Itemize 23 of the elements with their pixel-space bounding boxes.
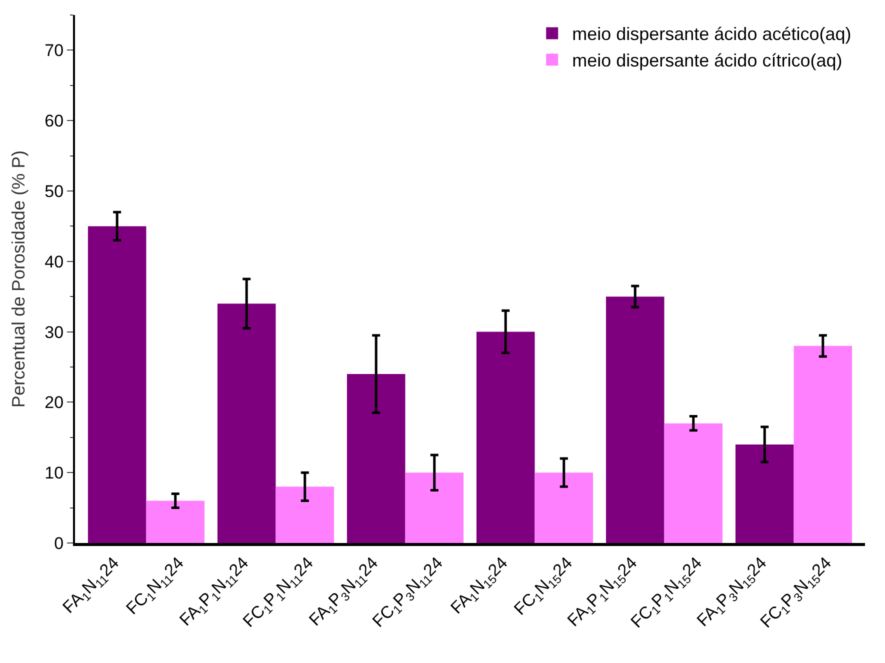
bar <box>217 304 276 543</box>
legend-label: meio dispersante ácido cítrico(aq) <box>572 50 842 71</box>
y-tick-label: 40 <box>44 252 64 272</box>
y-axis-title: Percentual de Porosidade (% P) <box>8 150 28 408</box>
bar <box>735 444 794 543</box>
legend-label: meio dispersante ácido acético(aq) <box>572 24 852 44</box>
y-tick-label: 50 <box>44 182 64 201</box>
y-tick-label: 30 <box>44 322 64 342</box>
y-tick-label: 0 <box>54 534 64 553</box>
bar <box>606 296 664 543</box>
bar <box>794 346 852 543</box>
y-tick-label: 70 <box>44 41 64 60</box>
y-tick-label: 60 <box>44 112 64 131</box>
y-tick-label: 10 <box>44 464 64 483</box>
bar <box>146 500 205 543</box>
bar <box>534 472 594 543</box>
bar <box>346 374 406 543</box>
bar <box>276 486 334 543</box>
y-tick-label: 20 <box>44 393 64 412</box>
bar <box>405 472 464 543</box>
bar <box>664 423 723 543</box>
bar <box>88 226 146 543</box>
bar <box>476 332 535 543</box>
